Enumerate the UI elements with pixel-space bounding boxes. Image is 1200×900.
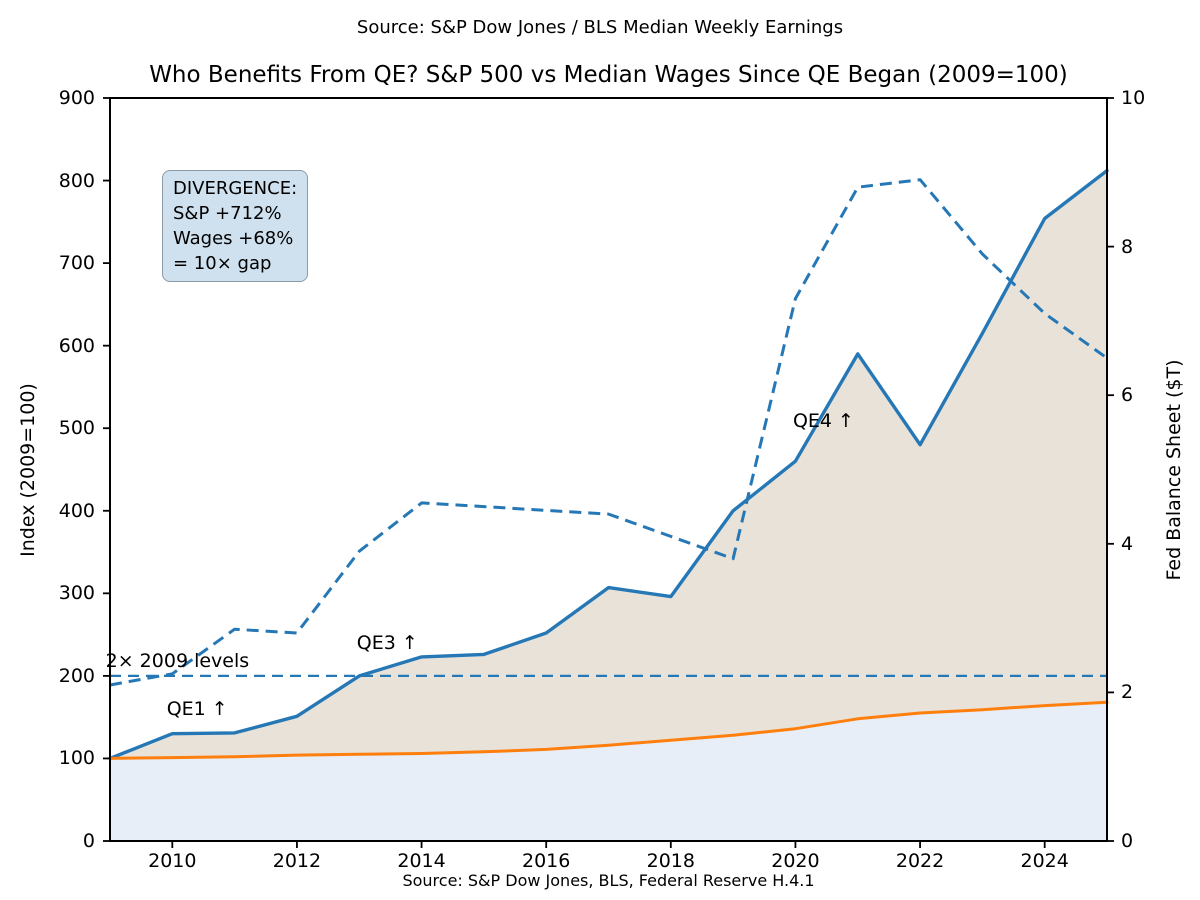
y-axis-label-left: Index (2009=100) [17, 383, 39, 557]
y-left-tick-label: 600 [58, 334, 95, 357]
y-right-tick-label: 2 [1121, 681, 1134, 704]
y-left-tick-label: 900 [58, 87, 95, 109]
y-left-tick-label: 0 [82, 830, 95, 852]
x-tick-label: 2010 [148, 850, 197, 872]
annotation-2-2009-levels: 2× 2009 levels [105, 650, 250, 673]
wages-area [110, 702, 1107, 841]
divergence-note-box: DIVERGENCE: S&P +712% Wages +68% = 10× g… [162, 170, 309, 282]
y-left-tick-label: 300 [58, 582, 95, 605]
x-tick-label: 2014 [397, 850, 446, 872]
annotation-qe3-: QE3 ↑ [356, 631, 418, 654]
x-tick-label: 2024 [1020, 850, 1069, 872]
y-right-tick-label: 6 [1121, 384, 1134, 407]
note-line: = 10× gap [173, 253, 272, 274]
y-right-tick-label: 0 [1121, 830, 1134, 852]
sp500-line [108, 168, 1109, 761]
annotation-qe1-: QE1 ↑ [166, 697, 228, 720]
x-tick-label: 2022 [895, 850, 945, 872]
annotation-qe4-: QE4 ↑ [792, 409, 854, 432]
x-tick-label: 2018 [646, 850, 695, 872]
x-tick-label: 2012 [272, 850, 322, 872]
source-caption: Source: S&P Dow Jones, BLS, Federal Rese… [402, 871, 815, 890]
y-left-tick-label: 100 [58, 747, 95, 770]
note-line: S&P +712% [173, 203, 282, 224]
sp500-area [110, 170, 1107, 842]
chart-title: Who Benefits From QE? S&P 500 vs Median … [149, 62, 1068, 88]
y-left-tick-label: 500 [58, 417, 95, 440]
y-right-tick-label: 4 [1121, 532, 1134, 555]
y-right-tick-label: 8 [1121, 235, 1134, 258]
y-left-tick-label: 200 [58, 664, 95, 687]
axes-frame [109, 97, 1108, 842]
y-right-tick-label: 10 [1121, 87, 1146, 109]
note-line: DIVERGENCE: [173, 178, 298, 199]
x-tick-label: 2020 [771, 850, 820, 872]
y-left-tick-label: 700 [58, 252, 95, 275]
figure-suptitle: Source: S&P Dow Jones / BLS Median Weekl… [356, 17, 844, 38]
x-tick-label: 2016 [522, 850, 571, 872]
y-left-tick-label: 400 [58, 499, 95, 522]
note-line: Wages +68% [173, 228, 294, 249]
fed-balance-sheet-line [109, 178, 1108, 687]
wages-line [108, 700, 1109, 760]
y-left-tick-label: 800 [58, 169, 95, 192]
